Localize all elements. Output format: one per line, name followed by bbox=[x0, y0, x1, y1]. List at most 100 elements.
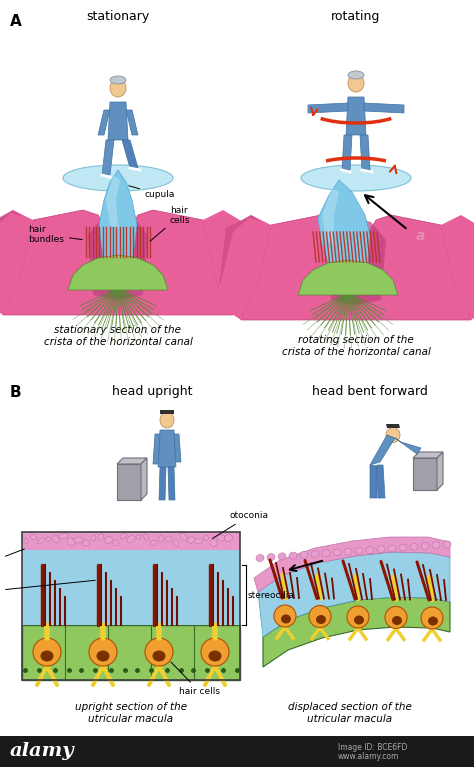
Ellipse shape bbox=[333, 549, 341, 556]
Ellipse shape bbox=[399, 544, 407, 551]
Ellipse shape bbox=[209, 650, 221, 661]
Ellipse shape bbox=[278, 553, 286, 560]
Polygon shape bbox=[174, 434, 181, 462]
Polygon shape bbox=[413, 458, 437, 490]
Ellipse shape bbox=[33, 638, 61, 666]
Ellipse shape bbox=[432, 542, 440, 548]
Ellipse shape bbox=[348, 74, 364, 92]
Ellipse shape bbox=[322, 550, 330, 557]
Polygon shape bbox=[298, 260, 398, 295]
Ellipse shape bbox=[165, 536, 172, 542]
Polygon shape bbox=[159, 467, 166, 500]
Ellipse shape bbox=[105, 536, 112, 544]
Ellipse shape bbox=[180, 534, 187, 541]
Polygon shape bbox=[126, 110, 138, 135]
Ellipse shape bbox=[110, 79, 126, 97]
Polygon shape bbox=[263, 597, 450, 667]
Ellipse shape bbox=[67, 538, 75, 546]
Text: hair
cells: hair cells bbox=[150, 206, 191, 241]
Ellipse shape bbox=[311, 551, 319, 558]
Ellipse shape bbox=[150, 541, 157, 545]
Ellipse shape bbox=[173, 539, 179, 547]
Ellipse shape bbox=[316, 615, 326, 624]
Polygon shape bbox=[68, 255, 168, 290]
Polygon shape bbox=[360, 135, 370, 170]
Text: a: a bbox=[416, 229, 425, 243]
Ellipse shape bbox=[274, 605, 296, 627]
Polygon shape bbox=[318, 180, 370, 277]
Text: www.alamy.com: www.alamy.com bbox=[338, 752, 400, 761]
Polygon shape bbox=[386, 424, 400, 428]
Ellipse shape bbox=[46, 537, 51, 541]
Polygon shape bbox=[377, 465, 385, 498]
Polygon shape bbox=[258, 552, 450, 637]
Ellipse shape bbox=[443, 541, 451, 548]
Polygon shape bbox=[88, 213, 148, 300]
Ellipse shape bbox=[98, 534, 104, 541]
Ellipse shape bbox=[194, 538, 203, 544]
Polygon shape bbox=[342, 135, 352, 170]
Text: rotating section of the
crista of the horizontal canal: rotating section of the crista of the ho… bbox=[282, 335, 430, 357]
Text: head upright: head upright bbox=[112, 385, 192, 398]
Ellipse shape bbox=[127, 535, 135, 542]
Ellipse shape bbox=[91, 535, 96, 541]
Ellipse shape bbox=[187, 537, 195, 543]
Polygon shape bbox=[322, 188, 339, 245]
Polygon shape bbox=[0, 736, 474, 767]
Ellipse shape bbox=[74, 537, 83, 543]
Polygon shape bbox=[203, 210, 255, 315]
Polygon shape bbox=[326, 218, 386, 305]
Ellipse shape bbox=[113, 540, 119, 546]
Text: otoconia: otoconia bbox=[212, 511, 269, 538]
Text: Image ID: BCE6FD: Image ID: BCE6FD bbox=[338, 743, 407, 752]
Ellipse shape bbox=[217, 535, 225, 541]
Ellipse shape bbox=[53, 535, 59, 543]
Text: cupula: cupula bbox=[128, 186, 175, 199]
Ellipse shape bbox=[256, 555, 264, 561]
Text: stationary: stationary bbox=[86, 10, 150, 23]
Polygon shape bbox=[3, 210, 233, 315]
Ellipse shape bbox=[145, 638, 173, 666]
Polygon shape bbox=[141, 458, 147, 500]
Text: kinocilium: kinocilium bbox=[0, 581, 95, 597]
Text: upright section of the
utricular macula: upright section of the utricular macula bbox=[75, 702, 187, 723]
Polygon shape bbox=[117, 458, 147, 464]
Polygon shape bbox=[395, 438, 421, 454]
Ellipse shape bbox=[281, 614, 291, 624]
Ellipse shape bbox=[37, 538, 45, 544]
Polygon shape bbox=[0, 210, 33, 315]
Polygon shape bbox=[364, 103, 404, 113]
Ellipse shape bbox=[386, 427, 400, 443]
Ellipse shape bbox=[136, 535, 141, 539]
Text: alamy: alamy bbox=[9, 742, 74, 761]
Ellipse shape bbox=[289, 552, 297, 559]
Ellipse shape bbox=[158, 535, 164, 542]
Text: rotating: rotating bbox=[331, 10, 381, 23]
Ellipse shape bbox=[210, 539, 217, 547]
Ellipse shape bbox=[89, 638, 117, 666]
Polygon shape bbox=[441, 215, 474, 320]
Ellipse shape bbox=[354, 615, 364, 624]
Polygon shape bbox=[98, 110, 110, 135]
Polygon shape bbox=[241, 215, 471, 320]
Ellipse shape bbox=[347, 606, 369, 628]
Polygon shape bbox=[99, 170, 137, 270]
Ellipse shape bbox=[144, 534, 148, 540]
Ellipse shape bbox=[301, 165, 411, 191]
Text: head bent forward: head bent forward bbox=[312, 385, 428, 398]
Text: hair cells: hair cells bbox=[171, 662, 220, 696]
Ellipse shape bbox=[120, 533, 127, 539]
Ellipse shape bbox=[153, 650, 165, 661]
Ellipse shape bbox=[31, 535, 36, 540]
Ellipse shape bbox=[110, 76, 126, 84]
Text: otolithic
membrane: otolithic membrane bbox=[0, 549, 24, 578]
Ellipse shape bbox=[309, 605, 331, 627]
Ellipse shape bbox=[203, 535, 209, 541]
Ellipse shape bbox=[24, 538, 28, 544]
Polygon shape bbox=[219, 215, 261, 285]
Polygon shape bbox=[413, 452, 443, 458]
Text: A: A bbox=[10, 14, 22, 29]
Polygon shape bbox=[308, 103, 348, 113]
Ellipse shape bbox=[63, 165, 173, 191]
Ellipse shape bbox=[344, 548, 352, 555]
